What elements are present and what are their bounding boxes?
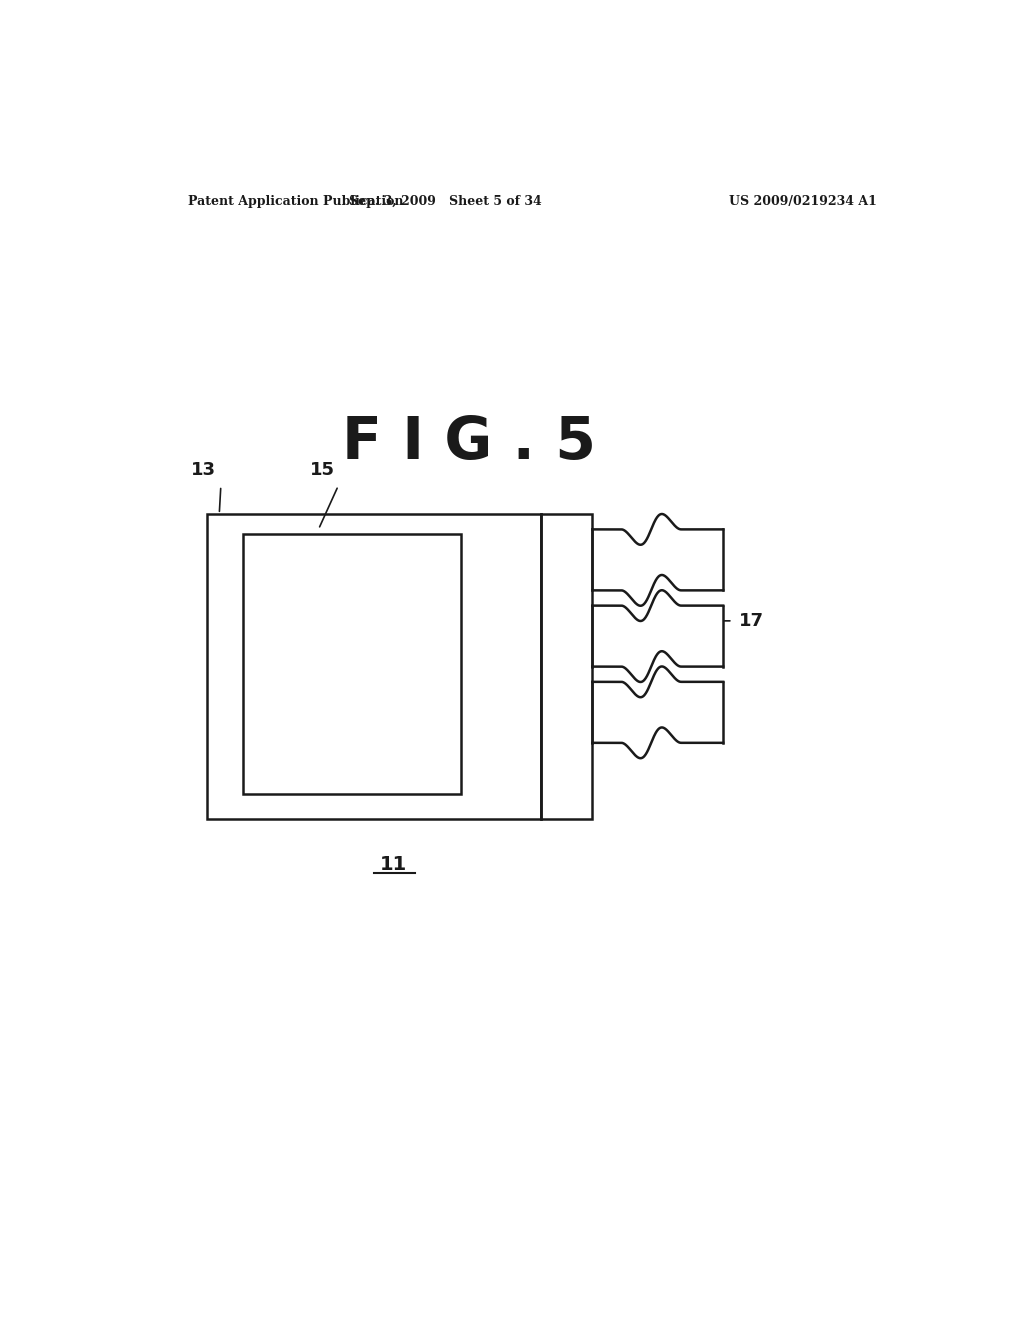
Text: US 2009/0219234 A1: US 2009/0219234 A1 <box>729 194 877 207</box>
Text: 13: 13 <box>190 461 216 479</box>
Text: Patent Application Publication: Patent Application Publication <box>187 194 403 207</box>
Text: F I G . 5: F I G . 5 <box>342 414 596 471</box>
Text: 17: 17 <box>739 612 764 630</box>
Bar <box>541 515 592 818</box>
Text: Sep. 3, 2009   Sheet 5 of 34: Sep. 3, 2009 Sheet 5 of 34 <box>349 194 542 207</box>
Bar <box>243 535 461 793</box>
Text: 11: 11 <box>380 855 408 874</box>
Bar <box>207 515 541 818</box>
Text: 15: 15 <box>310 461 335 479</box>
